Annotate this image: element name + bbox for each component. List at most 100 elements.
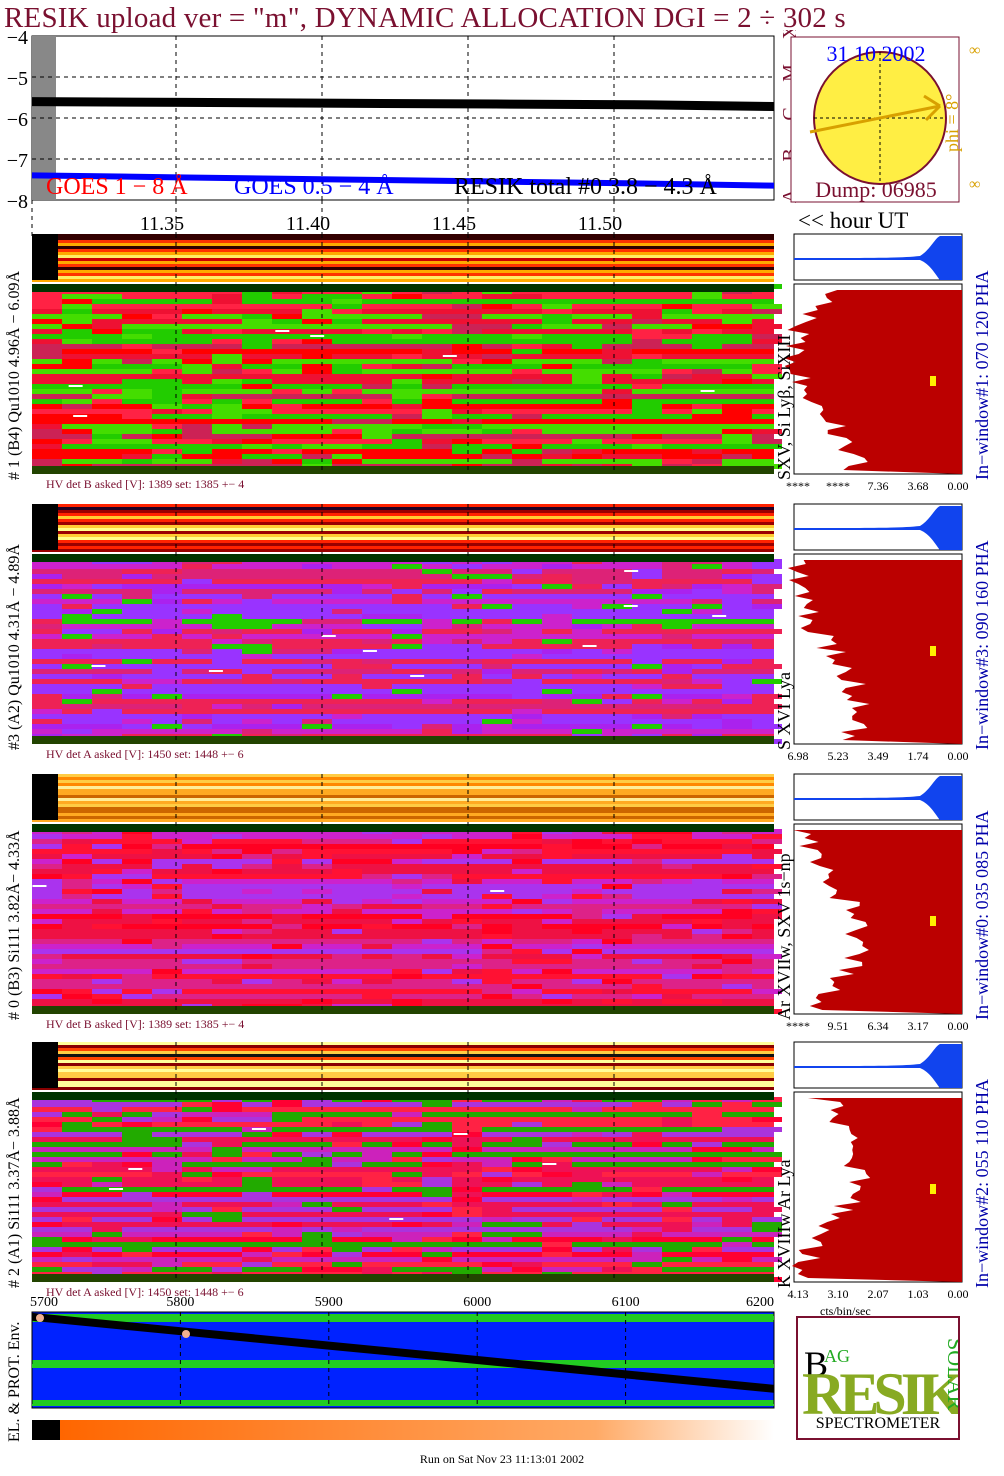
logo-ag: AG — [824, 1346, 850, 1366]
sun-disc-panel: 31 10 2002 Dump: 06985 — [790, 36, 960, 203]
hist-tick-0-0: **** — [786, 479, 810, 493]
large-histogram-0 — [783, 290, 962, 474]
hist-tick-3-0: 4.13 — [788, 1287, 809, 1301]
hist-tick-1-0: 6.98 — [788, 749, 809, 763]
observation-date: 31 10 2002 — [827, 41, 926, 66]
main-spectrogram-2 — [32, 824, 782, 1014]
goes-series-group — [32, 97, 774, 189]
time-tick-0: 11.35 — [140, 213, 184, 235]
detector-label-1: #3 (A2) Qu1010 4.31Å − 4.89Å — [6, 544, 23, 750]
hist-tick-3-1: 3.10 — [828, 1287, 849, 1301]
hist-tick-2-4: 0.00 — [948, 1019, 969, 1033]
goes-low-label: GOES 1 − 8 Å — [46, 174, 188, 200]
large-histogram-2 — [793, 830, 962, 1014]
window-marker-1 — [930, 646, 936, 656]
env-plot: 5700 5800 5900 6000 6100 6200 — [30, 1295, 775, 1440]
hist-tick-1-3: 1.74 — [908, 749, 929, 763]
top-strip-1 — [32, 504, 774, 552]
page-title: RESIK upload ver = "m", DYNAMIC ALLOCATI… — [4, 2, 846, 34]
hist-tick-3-4: 0.00 — [948, 1287, 969, 1301]
top-strip-0 — [32, 234, 774, 282]
top-strip-2 — [32, 774, 774, 822]
goes-series-1 — [32, 172, 774, 189]
env-grid — [31, 1312, 775, 1408]
window-label-0: In−window#1: 070 120 PHA — [972, 270, 992, 480]
small-histogram-1 — [794, 506, 962, 550]
spectrogram-panel-3: HV det A asked [V]: 1450 set: 1448 +− 6 4… — [32, 1041, 969, 1301]
main-spectrogram-3 — [32, 1092, 782, 1282]
env-color-strip — [60, 1420, 774, 1440]
hist-tick-0-4: 0.00 — [948, 479, 969, 493]
infinity-bottom: ∞ — [969, 176, 981, 193]
logo-solar: SOLAR — [943, 1338, 958, 1410]
hist-tick-2-3: 3.17 — [908, 1019, 929, 1033]
spectrogram-panel-2: HV det B asked [V]: 1389 set: 1385 +− 4 *… — [32, 773, 969, 1033]
lines-label-0: SXV, Si Lyβ, SiXIII — [774, 334, 794, 480]
env-marker-start — [36, 1314, 44, 1322]
main-spectrogram-0 — [32, 284, 782, 474]
hv-label-1: HV det A asked [V]: 1450 set: 1448 +− 6 — [46, 747, 244, 761]
resik-total-label: RESIK total #0 3.8 − 4.3 Å — [454, 174, 718, 200]
spectrogram-panel-0: HV det B asked [V]: 1389 set: 1385 +− 4 *… — [32, 233, 969, 493]
hv-label-2: HV det B asked [V]: 1389 set: 1385 +− 4 — [46, 1017, 244, 1031]
window-marker-0 — [930, 376, 936, 386]
hv-label-0: HV det B asked [V]: 1389 set: 1385 +− 4 — [46, 477, 244, 491]
env-x-tick-5: 6200 — [746, 1295, 774, 1310]
lines-label-1: S XVI Lya — [774, 672, 794, 750]
small-histogram-3 — [794, 1044, 962, 1088]
env-x-tick-1: 5800 — [166, 1295, 194, 1310]
top-strip-3 — [32, 1042, 774, 1090]
env-label: EL. & PROT. Env. — [6, 1321, 23, 1442]
env-x-tick-4: 6100 — [612, 1295, 640, 1310]
env-trend-line — [31, 1312, 775, 1393]
goes-y-tick-0: −4 — [7, 30, 28, 49]
lines-label-2: Ar XVIIw, SXV 1s−np — [774, 853, 794, 1020]
hist-tick-1-2: 3.49 — [868, 749, 889, 763]
env-x-ticks: 5700 5800 5900 6000 6100 6200 — [30, 1295, 774, 1310]
hist-tick-0-2: 7.36 — [868, 479, 889, 493]
resik-logo: B AG RESIK SOLAR SPECTROMETER — [796, 1316, 971, 1440]
hv-label-3: HV det A asked [V]: 1450 set: 1448 +− 6 — [46, 1285, 244, 1299]
window-marker-3 — [930, 1184, 936, 1194]
hist-tick-1-1: 5.23 — [828, 749, 849, 763]
hist-tick-1-4: 0.00 — [948, 749, 969, 763]
run-timestamp: Run on Sat Nov 23 11:13:01 2002 — [419, 1452, 585, 1466]
env-marker-mid — [182, 1330, 190, 1338]
lines-label-3: K XVIIIw Ar Lya — [774, 1159, 794, 1288]
env-x-tick-2: 5900 — [315, 1295, 343, 1310]
goes-series-2 — [32, 97, 774, 112]
small-histogram-0 — [794, 236, 962, 280]
window-label-3: In−window#2: 055 110 PHA — [972, 1079, 992, 1288]
time-unit-label: << hour UT — [798, 208, 909, 233]
goes-grid — [32, 36, 774, 200]
window-label-2: In−window#0: 035 085 PHA — [972, 810, 992, 1020]
infinity-top: ∞ — [969, 42, 981, 59]
env-x-tick-3: 6000 — [463, 1295, 491, 1310]
pointing-arrow — [809, 104, 941, 134]
hist-tick-2-2: 6.34 — [868, 1019, 889, 1033]
time-axis-ticks: 11.35 11.40 11.45 11.50 — [31, 200, 622, 240]
goes-y-ticks: −4 −5 −6 −7 −8 — [7, 30, 28, 213]
window-label-1: In−window#3: 090 160 PHA — [972, 540, 992, 750]
time-tick-2: 11.45 — [432, 213, 476, 235]
hist-unit-label: cts/bin/sec — [820, 1304, 871, 1318]
goes-y-tick-1: −5 — [7, 68, 28, 90]
large-histogram-1 — [787, 560, 962, 744]
spectrogram-panel-1: HV det A asked [V]: 1450 set: 1448 +− 6 6… — [32, 503, 969, 763]
time-tick-1: 11.40 — [286, 213, 330, 235]
goes-y-tick-4: −8 — [7, 191, 28, 213]
window-marker-2 — [930, 916, 936, 926]
large-histogram-3 — [791, 1098, 962, 1282]
goes-y-tick-3: −7 — [7, 150, 28, 172]
env-x-tick-0: 5700 — [30, 1295, 58, 1310]
detector-label-3: # 2 (A1) Si111 3.37Å− 3.88Å — [6, 1097, 23, 1289]
logo-b: B — [804, 1344, 828, 1384]
logo-caption: SPECTROMETER — [816, 1415, 941, 1432]
hist-tick-0-3: 3.68 — [908, 479, 929, 493]
goes-y-tick-2: −6 — [7, 109, 28, 131]
goes-high-label: GOES 0.5 − 4 Å — [234, 174, 394, 200]
hist-tick-2-1: 9.51 — [828, 1019, 849, 1033]
detector-label-0: # 1 (B4) Qu1010 4.96Å − 6.09Å — [6, 270, 23, 480]
hist-tick-2-0: **** — [786, 1019, 810, 1033]
